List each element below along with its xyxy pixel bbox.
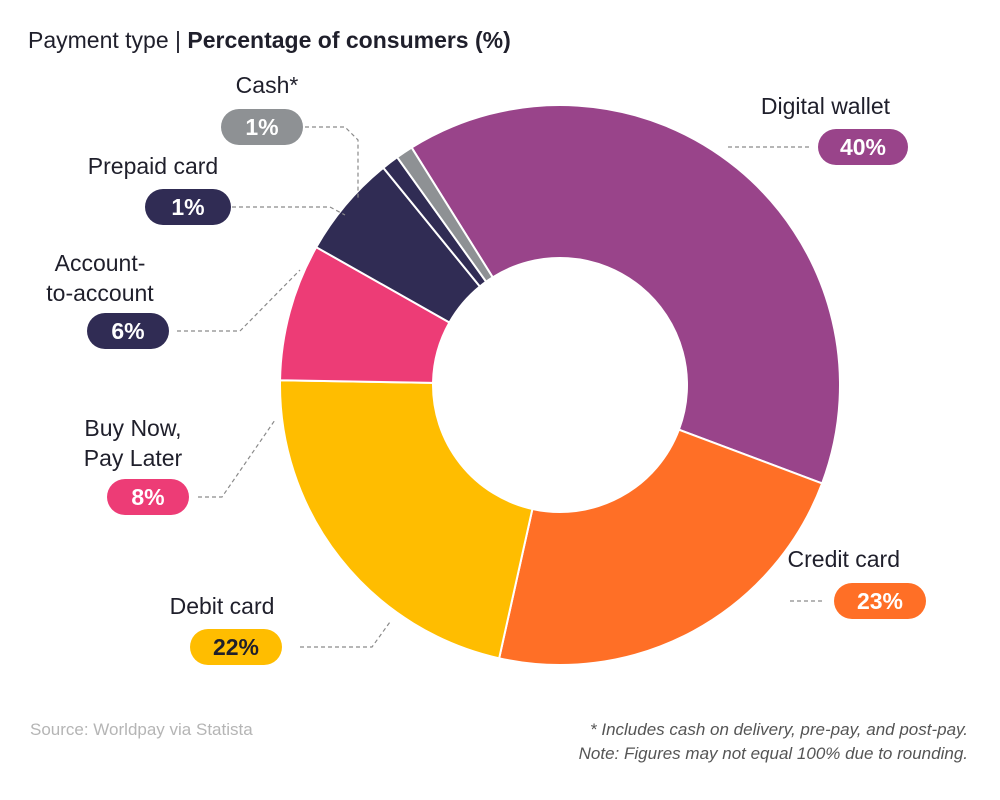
value-pill-debit-card bbox=[190, 629, 282, 665]
value-pill-digital-wallet bbox=[818, 129, 908, 165]
category-label-buy-now-pay-later: Buy Now, Pay Later bbox=[84, 415, 183, 471]
category-label-credit-card: Credit card bbox=[788, 546, 900, 572]
leader-line-prepaid-card bbox=[232, 206, 346, 216]
value-pill-cash bbox=[221, 109, 303, 145]
value-label-credit-card: 23% bbox=[857, 588, 903, 614]
leader-line-account-to-account bbox=[177, 269, 301, 332]
category-label-cash: Cash* bbox=[236, 72, 299, 98]
footnote-cash: * Includes cash on delivery, pre-pay, an… bbox=[590, 720, 968, 739]
value-label-prepaid-card: 1% bbox=[171, 194, 204, 220]
category-label-digital-wallet: Digital wallet bbox=[761, 93, 891, 119]
value-label-debit-card: 22% bbox=[213, 634, 259, 660]
chart-title-prefix: Payment type | bbox=[28, 27, 188, 53]
donut-slice-debit-card bbox=[279, 379, 534, 660]
value-label-account-to-account: 6% bbox=[111, 318, 144, 344]
category-label-account-to-account: Account-to-account bbox=[46, 250, 154, 306]
donut-slice-cash bbox=[395, 146, 495, 284]
leader-line-buy-now-pay-later bbox=[198, 419, 276, 498]
value-label-cash: 1% bbox=[245, 114, 278, 140]
donut-slice-digital-wallet bbox=[410, 104, 841, 485]
value-pill-account-to-account bbox=[87, 313, 169, 349]
chart-title-bold: Percentage of consumers (%) bbox=[187, 27, 511, 53]
value-pill-credit-card bbox=[834, 583, 926, 619]
value-pill-prepaid-card bbox=[145, 189, 231, 225]
leader-line-cash bbox=[305, 126, 359, 198]
value-label-buy-now-pay-later: 8% bbox=[131, 484, 164, 510]
leader-line-debit-card bbox=[300, 621, 391, 648]
source-note: Source: Worldpay via Statista bbox=[30, 720, 253, 739]
footnote-rounding: Note: Figures may not equal 100% due to … bbox=[578, 744, 968, 763]
category-label-prepaid-card: Prepaid card bbox=[88, 153, 218, 179]
footnote: * Includes cash on delivery, pre-pay, an… bbox=[579, 718, 968, 766]
donut-slice-credit-card bbox=[497, 428, 824, 666]
chart-title: Payment type | Percentage of consumers (… bbox=[28, 27, 511, 54]
value-pill-buy-now-pay-later bbox=[107, 479, 189, 515]
category-label-debit-card: Debit card bbox=[170, 593, 275, 619]
value-label-digital-wallet: 40% bbox=[840, 134, 886, 160]
